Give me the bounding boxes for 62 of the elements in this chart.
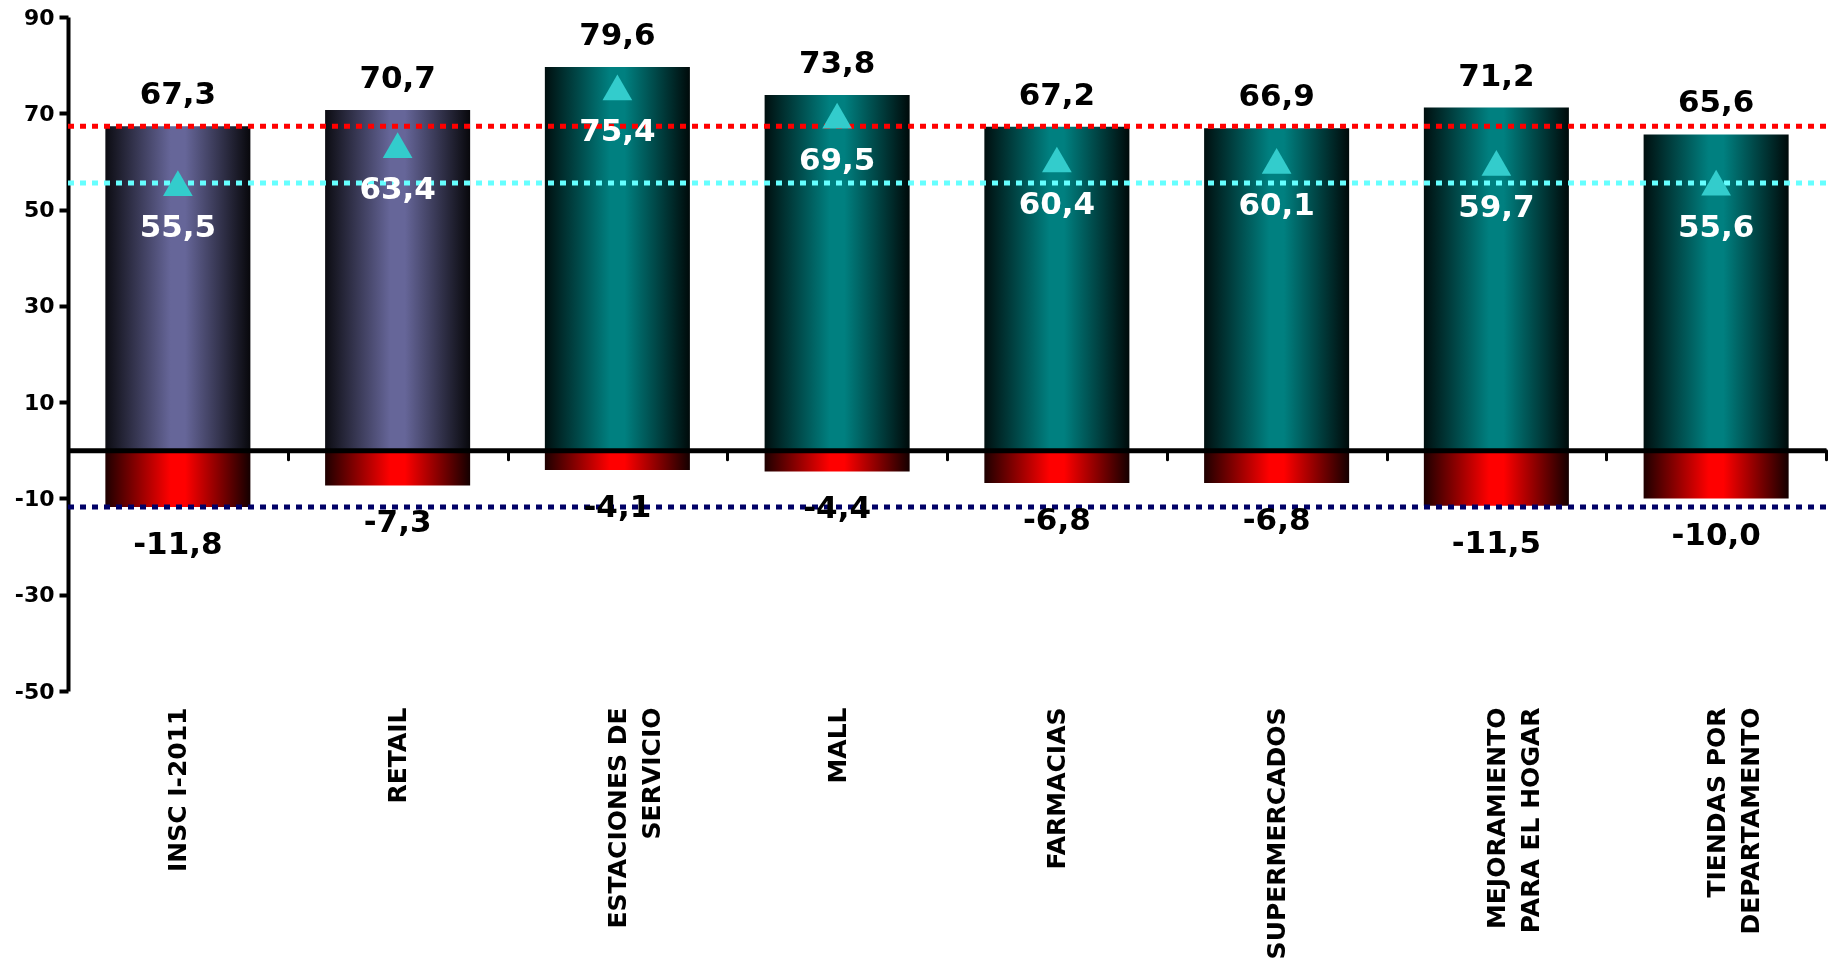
bar: [325, 109, 471, 451]
x-tick-label: MALL: [822, 707, 852, 784]
data-label: 75,4: [579, 112, 656, 149]
data-label: 73,8: [798, 43, 876, 80]
bar: [325, 450, 471, 486]
data-label: 55,5: [139, 208, 217, 245]
data-label: 67,3: [139, 75, 217, 112]
data-label: -11,5: [1451, 523, 1542, 560]
x-tick-label: FARMACIAS: [1042, 707, 1072, 870]
point: [602, 74, 633, 101]
data-label: 60,1: [1238, 185, 1315, 222]
data-label: 69,5: [798, 140, 876, 177]
bar: [984, 126, 1130, 451]
bar: [1423, 450, 1569, 506]
data-label: -6,8: [1242, 501, 1311, 538]
bar: [984, 450, 1130, 484]
bar: [1643, 134, 1789, 451]
x-tick-label: MEJORAMIENTO PARA EL HOGAR: [1481, 707, 1545, 934]
data-label: -4,1: [583, 488, 652, 525]
data-label: -6,8: [1022, 501, 1091, 538]
x-tick-label: TIENDAS POR DEPARTAMENTO: [1701, 707, 1765, 935]
data-label: -10,0: [1671, 516, 1761, 553]
y-tick-label: 90: [23, 4, 55, 30]
y-tick-label: 70: [23, 100, 55, 126]
point: [1701, 169, 1731, 196]
point: [822, 102, 852, 129]
y-tick-label: -10: [14, 485, 55, 511]
y-tick-label: 10: [23, 389, 55, 415]
data-label: 79,6: [579, 16, 656, 53]
bar: [105, 450, 251, 508]
data-label: -11,8: [133, 525, 223, 562]
x-tick-label: ESTACIONES DE SERVICIO: [602, 707, 666, 929]
x-tick-label: INSC I-2011: [163, 707, 193, 873]
point: [1481, 150, 1512, 176]
y-tick-label: -30: [14, 582, 55, 608]
y-tick-label: 30: [23, 293, 55, 319]
bar: [105, 126, 251, 451]
data-label: 60,4: [1018, 184, 1096, 221]
x-tick-label: RETAIL: [383, 707, 413, 804]
data-label: 59,7: [1458, 187, 1535, 224]
data-label: 65,6: [1677, 83, 1755, 120]
bar: [544, 67, 690, 451]
y-tick-label: 50: [23, 197, 55, 223]
bar: [764, 94, 910, 451]
data-label: -7,3: [363, 503, 432, 540]
x-tick-label: SUPERMERCADOS: [1262, 707, 1292, 960]
data-label: 63,4: [359, 170, 436, 207]
point: [1261, 148, 1292, 174]
point: [382, 132, 413, 158]
data-label: -4,4: [803, 489, 872, 526]
point: [163, 170, 193, 196]
data-label: 55,6: [1677, 207, 1755, 244]
data-label: 66,9: [1238, 77, 1315, 114]
data-label: 67,2: [1018, 75, 1096, 112]
bar: [1423, 107, 1569, 451]
data-label: 71,2: [1458, 56, 1535, 93]
point: [1042, 146, 1072, 173]
data-label: 70,7: [359, 58, 436, 95]
bar: [1643, 450, 1789, 499]
bar: [1204, 450, 1350, 484]
bar: [1204, 128, 1350, 451]
y-tick-label: -50: [14, 678, 55, 704]
